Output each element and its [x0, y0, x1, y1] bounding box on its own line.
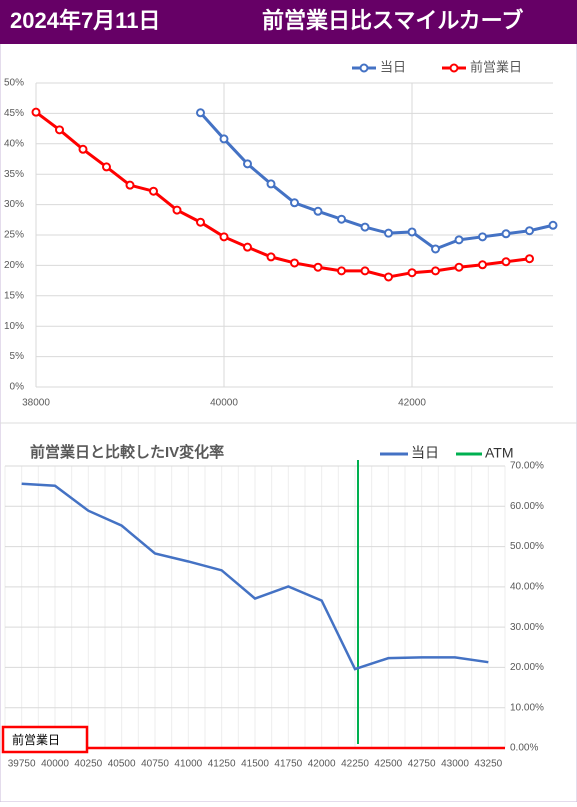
- point: [313, 262, 323, 272]
- x-tick-label: 41750: [274, 759, 302, 770]
- legend-label: 当日: [411, 445, 439, 461]
- point: [290, 198, 299, 208]
- legend-label: 前営業日: [470, 59, 522, 74]
- point: [102, 162, 111, 172]
- x-tick-label: 40000: [210, 398, 238, 409]
- x-tick-label: 41250: [208, 759, 236, 770]
- point: [219, 134, 229, 144]
- header-title: 前営業日比スマイルカーブ: [262, 8, 523, 33]
- y2-tick-label: 0.00%: [510, 743, 538, 754]
- point: [407, 268, 417, 278]
- point: [313, 206, 323, 216]
- y-tick-label: 50%: [4, 78, 24, 89]
- point: [337, 266, 346, 276]
- y-tick-label: 35%: [4, 169, 24, 180]
- prev-label: 前営業日: [12, 732, 60, 747]
- y2-tick-label: 20.00%: [510, 662, 544, 673]
- x-tick-label: 41500: [241, 759, 269, 770]
- series-line: [199, 111, 554, 251]
- header-bar: [0, 0, 577, 44]
- point: [78, 144, 88, 154]
- y-tick-label: 30%: [4, 199, 24, 210]
- point: [548, 220, 558, 230]
- point: [196, 108, 205, 118]
- series-line: [35, 110, 530, 279]
- point: [431, 244, 440, 254]
- x-tick-label: 42750: [408, 759, 436, 770]
- point: [384, 272, 393, 282]
- x-tick-label: 40000: [41, 759, 69, 770]
- legend-marker: [359, 63, 369, 73]
- x-tick-label: 40750: [141, 759, 169, 770]
- y-tick-label: 20%: [4, 260, 24, 271]
- y-tick-label: 0%: [10, 382, 25, 393]
- y2-tick-label: 60.00%: [510, 501, 544, 512]
- point: [501, 229, 511, 239]
- y2-tick-label: 70.00%: [510, 461, 544, 472]
- y-tick-label: 25%: [4, 230, 24, 241]
- point: [454, 235, 464, 245]
- point: [290, 258, 299, 268]
- prev-label-box: [1, 725, 89, 754]
- legend-marker: [449, 63, 459, 73]
- point: [196, 217, 205, 227]
- point: [55, 125, 64, 135]
- x-tick-label: 40500: [108, 759, 136, 770]
- y-tick-label: 10%: [4, 321, 24, 332]
- x-tick-label: 42000: [398, 398, 426, 409]
- x-tick-label: 39750: [8, 759, 36, 770]
- x-tick-label: 38000: [22, 398, 50, 409]
- point: [454, 262, 464, 272]
- point: [478, 260, 487, 270]
- point: [525, 254, 534, 264]
- point: [243, 242, 252, 252]
- point: [266, 252, 276, 262]
- legend-label: ATM: [485, 445, 514, 461]
- point: [243, 159, 252, 169]
- point: [125, 180, 135, 190]
- point: [266, 179, 276, 189]
- point: [172, 205, 182, 215]
- x-tick-label: 42000: [308, 759, 336, 770]
- y2-tick-label: 10.00%: [510, 702, 544, 713]
- point: [337, 214, 346, 224]
- point: [360, 266, 370, 276]
- point: [31, 107, 41, 117]
- series-line: [21, 482, 489, 671]
- x-tick-label: 40250: [74, 759, 102, 770]
- x-tick-label: 41000: [174, 759, 202, 770]
- y2-tick-label: 30.00%: [510, 622, 544, 633]
- y2-tick-label: 40.00%: [510, 581, 544, 592]
- point: [525, 226, 534, 236]
- x-tick-label: 42250: [341, 759, 369, 770]
- point: [149, 186, 158, 196]
- chart-title: 前営業日と比較したIV変化率: [30, 443, 224, 461]
- point: [501, 257, 511, 267]
- x-tick-label: 42500: [374, 759, 402, 770]
- point: [360, 222, 370, 232]
- point: [478, 232, 487, 242]
- y2-tick-label: 50.00%: [510, 541, 544, 552]
- y-tick-label: 40%: [4, 138, 24, 149]
- x-tick-label: 43000: [441, 759, 469, 770]
- point: [384, 228, 393, 238]
- point: [431, 266, 440, 276]
- point: [407, 227, 417, 237]
- y-tick-label: 45%: [4, 108, 24, 119]
- point: [219, 232, 229, 242]
- y-tick-label: 15%: [4, 290, 24, 301]
- y-tick-label: 5%: [10, 351, 25, 362]
- x-tick-label: 43250: [474, 759, 502, 770]
- legend-label: 当日: [380, 59, 406, 74]
- header-date: 2024年7月11日: [10, 8, 160, 33]
